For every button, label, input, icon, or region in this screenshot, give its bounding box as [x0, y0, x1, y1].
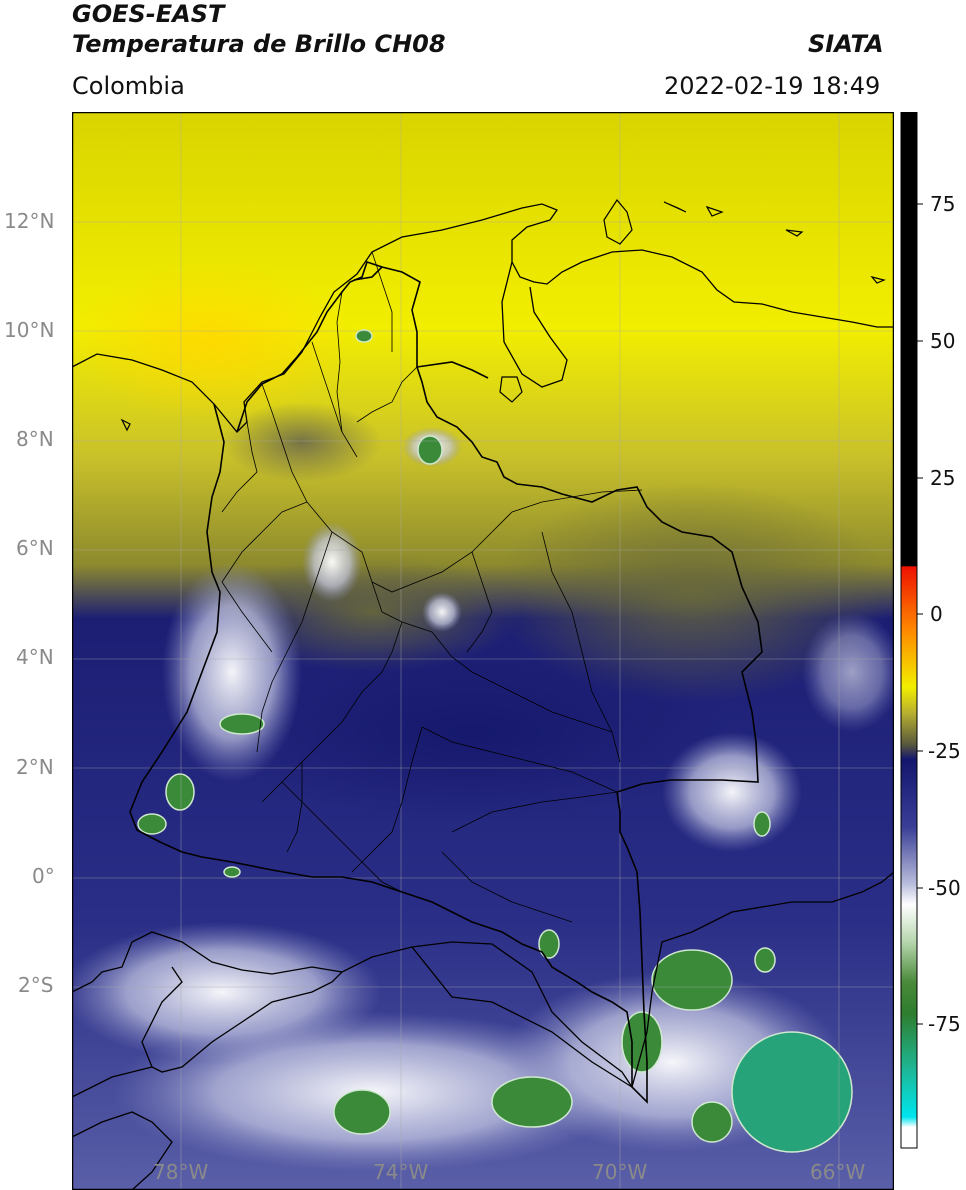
lat-label-6n: 6°N — [16, 536, 54, 560]
lat-label-12n: 12°N — [4, 209, 55, 233]
lat-label-8n: 8°N — [16, 427, 54, 451]
colorbar-label-25: 25 — [930, 466, 955, 490]
region-label: Colombia — [72, 72, 185, 100]
lon-label-74w: 74°W — [373, 1160, 429, 1184]
islands-and-coastline — [120, 198, 886, 432]
timestamp-label: 2022-02-19 18:49 — [664, 72, 881, 100]
lat-label-2n: 2°N — [16, 755, 54, 779]
satellite-map[interactable] — [72, 112, 894, 1190]
lat-label-2s: 2°S — [18, 973, 54, 997]
colorbar-label-75: 75 — [930, 192, 955, 216]
colorbar-ramp — [900, 112, 918, 1149]
colorbar: 75 50 25 0 -25 -50 -75 — [900, 112, 961, 1149]
lon-label-66w: 66°W — [810, 1160, 866, 1184]
lat-label-4n: 4°N — [16, 645, 54, 669]
cold-cloud-cores — [137, 329, 853, 1153]
colorbar-label-minus50: -50 — [928, 876, 961, 900]
colorbar-label-minus75: -75 — [928, 1012, 961, 1036]
agency-label: SIATA — [808, 30, 884, 58]
lat-label-10n: 10°N — [4, 318, 55, 342]
product-title: Temperatura de Brillo CH08 — [72, 30, 446, 58]
department-borders — [221, 251, 643, 923]
colorbar-label-minus25: -25 — [928, 739, 961, 763]
product-satellite: GOES-EAST — [72, 0, 225, 28]
colombia-border — [129, 260, 763, 1104]
graticule — [72, 112, 894, 1190]
lon-label-70w: 70°W — [592, 1160, 648, 1184]
brightness-temperature-field — [72, 112, 894, 1190]
lon-label-78w: 78°W — [153, 1160, 209, 1184]
colorbar-ticks — [917, 203, 923, 1025]
colorbar-label-0: 0 — [930, 602, 943, 626]
colorbar-label-50: 50 — [930, 329, 955, 353]
lat-label-0: 0° — [32, 864, 55, 888]
